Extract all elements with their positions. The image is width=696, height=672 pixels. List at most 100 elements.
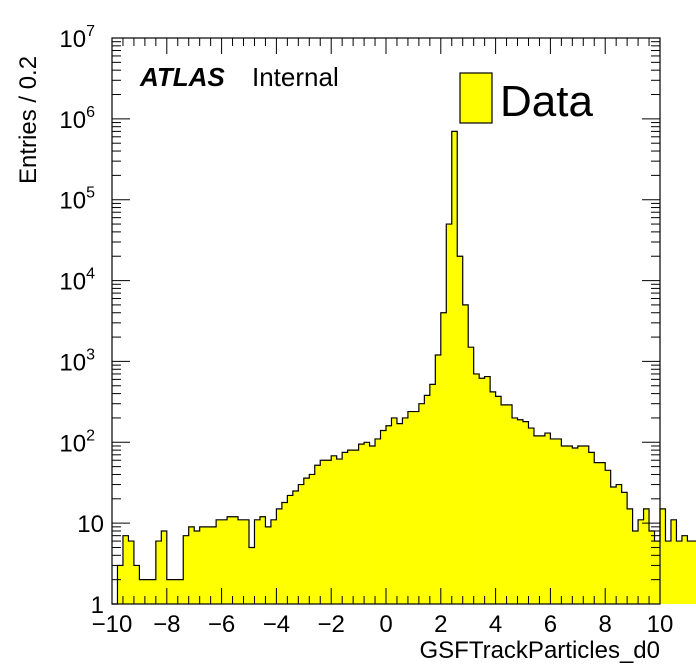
histogram-bar (501, 404, 507, 604)
x-tick-labels: −10 −8 −6 −4 −2 0 2 4 6 8 10 (92, 611, 674, 638)
histogram-bar (347, 450, 354, 604)
x-tick-label: 10 (647, 611, 674, 638)
histogram-bar (227, 516, 233, 604)
histogram-bar (588, 452, 595, 604)
histogram-bar (676, 541, 683, 604)
x-tick-label: −8 (153, 611, 180, 638)
legend-swatch-data (459, 72, 493, 124)
histogram-bar (270, 519, 277, 604)
histogram-bar (386, 425, 392, 604)
histogram-bar (243, 519, 250, 604)
histogram-bar (599, 462, 606, 604)
histogram-bar (550, 438, 557, 604)
histogram-bar (654, 541, 661, 604)
histogram-bar (457, 256, 464, 604)
histogram-bar (364, 442, 370, 604)
histogram-bar (320, 460, 327, 604)
histogram-bar (665, 541, 672, 604)
histogram-bar (303, 478, 310, 604)
histogram-bar (276, 508, 283, 604)
y-axis-ticks (112, 37, 660, 605)
histogram-bar (238, 519, 244, 604)
histogram-bar (649, 530, 655, 604)
histogram-bar (177, 579, 184, 604)
histogram-bar (150, 579, 157, 604)
histogram-bar (232, 516, 239, 604)
histogram-bar (309, 474, 316, 604)
x-tick-label: 4 (489, 611, 502, 638)
histogram-bar (605, 470, 611, 604)
histogram-bar (594, 462, 601, 604)
histogram-bar (544, 433, 551, 604)
histogram-bar (380, 430, 387, 604)
histogram-bar (621, 492, 628, 604)
histogram-bar (643, 508, 650, 604)
histogram-bar (194, 530, 200, 604)
histogram-bar (638, 519, 644, 604)
histogram-bar (577, 445, 584, 604)
histogram-bar (391, 417, 398, 604)
histogram-bar (681, 535, 688, 604)
histogram-bar (155, 541, 162, 604)
x-axis-title: GSFTrackParticles_d0 (419, 637, 660, 664)
histogram-bar (292, 490, 299, 604)
histogram-bar (128, 541, 135, 604)
y-tick-label: 10 (77, 511, 104, 538)
histogram-bar (144, 579, 151, 604)
histogram-bar (325, 460, 332, 604)
histogram-bar (139, 579, 146, 604)
atlas-label: ATLAS (139, 62, 225, 92)
y-tick-label: 103 (59, 346, 95, 376)
histogram-bar (632, 530, 639, 604)
histogram-bar (161, 530, 168, 604)
histogram-bar (418, 403, 425, 604)
x-tick-label: 2 (434, 611, 447, 638)
histogram-bar (210, 526, 217, 604)
histogram-bar (484, 376, 491, 604)
histogram-bar (435, 355, 442, 604)
histogram-bar (314, 465, 321, 604)
histogram-bar (462, 304, 469, 604)
histogram-bar (555, 438, 562, 604)
x-tick-label: −2 (318, 611, 345, 638)
histogram-bar (166, 579, 173, 604)
histogram-bar (249, 547, 255, 604)
histogram-bar (517, 419, 524, 604)
histogram-bar (473, 373, 480, 604)
y-tick-label: 106 (59, 104, 95, 134)
histogram-bar (402, 417, 409, 604)
histogram-bar (572, 447, 579, 604)
x-tick-label: −4 (263, 611, 290, 638)
histogram-bar (440, 312, 447, 604)
histogram-bar (523, 421, 529, 604)
x-tick-label: −10 (92, 611, 133, 638)
histogram-bar (396, 423, 403, 604)
histogram-bar (358, 444, 365, 604)
y-tick-label: 105 (59, 185, 95, 215)
x-axis-ticks (111, 38, 661, 604)
histogram-bar (342, 452, 348, 604)
histogram-bar (479, 378, 485, 604)
histogram-bar (331, 455, 337, 604)
histogram-bar (468, 347, 474, 604)
y-tick-labels: 1 10 102 103 104 105 106 107 (59, 23, 104, 619)
histogram-bar (413, 411, 420, 604)
histogram-bar (133, 565, 140, 604)
histogram-bar (533, 435, 540, 604)
histogram-bar (561, 445, 568, 604)
histogram-bar (259, 516, 266, 604)
y-axis-title: Entries / 0.2 (15, 56, 42, 184)
histogram-bar (660, 508, 666, 604)
histogram-bar (117, 565, 124, 604)
histogram-bar (369, 445, 376, 604)
x-tick-label: 8 (599, 611, 612, 638)
internal-label: Internal (252, 62, 339, 92)
y-tick-label: 104 (59, 266, 95, 296)
histogram-bar (216, 519, 222, 604)
y-tick-label: 1 (91, 592, 104, 619)
y-tick-label: 107 (59, 23, 95, 53)
x-tick-label: 6 (544, 611, 557, 638)
histogram-bar (221, 519, 228, 604)
histogram-bar (692, 541, 696, 604)
histogram-bar (336, 459, 343, 604)
